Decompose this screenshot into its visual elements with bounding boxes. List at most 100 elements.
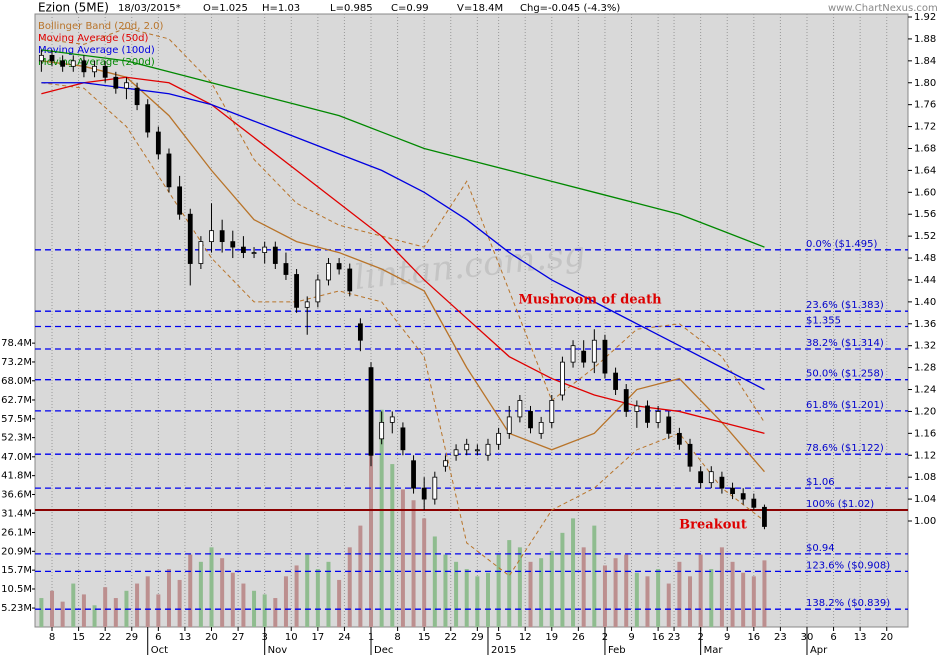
x-tick-label: 13 — [179, 632, 192, 643]
x-tick-label: 20 — [880, 632, 893, 643]
y-tick-label: 1.68 — [914, 143, 936, 154]
level-label: 23.6% ($1.383) — [806, 300, 884, 311]
candle-body — [645, 405, 650, 423]
candle-body — [485, 443, 491, 456]
y-tick-label: 1.92 — [914, 12, 936, 23]
volume-bar — [719, 547, 724, 627]
volume-bar — [262, 594, 267, 627]
volume-tick-label: 36.6M — [1, 489, 32, 500]
volume-bar — [315, 569, 320, 627]
ma-line — [41, 60, 765, 473]
volume-bar — [156, 594, 161, 627]
volume-bar — [60, 601, 65, 627]
y-tick-label: 1.64 — [914, 165, 936, 176]
candle-body — [219, 230, 225, 243]
level-label: 100% ($1.02) — [806, 499, 874, 510]
y-tick-label: 1.48 — [914, 253, 936, 264]
volume-bar — [624, 554, 629, 627]
y-tick-label: 1.00 — [914, 516, 936, 527]
candle-body — [698, 471, 704, 484]
candle-body — [70, 60, 76, 67]
volume-bar — [549, 550, 554, 627]
volume-bar — [390, 464, 395, 627]
plot-area — [34, 13, 909, 628]
month-label: Apr — [810, 645, 828, 656]
y-tick-label: 1.72 — [914, 122, 936, 133]
candle-body — [113, 76, 119, 89]
volume-bar — [305, 554, 310, 627]
y-tick-label: 1.20 — [914, 406, 936, 417]
volume-bar — [634, 572, 639, 627]
candle-body — [474, 449, 480, 452]
volume-bar — [422, 518, 427, 627]
x-tick-label: 23 — [668, 632, 681, 643]
header-field: H=1.03 — [262, 3, 300, 14]
volume-tick-label: 10.5M — [1, 584, 32, 595]
candle-body — [549, 400, 555, 423]
candle-body — [506, 416, 512, 434]
volume-bar — [220, 558, 225, 627]
candle-body — [751, 498, 757, 508]
level-label: 138.2% ($0.839) — [806, 598, 890, 609]
volume-bar — [656, 569, 661, 627]
y-tick-label: 1.36 — [914, 319, 936, 330]
volume-bar — [411, 500, 416, 627]
volume-bar — [688, 576, 693, 627]
candle-body — [38, 54, 44, 62]
x-tick-label: 24 — [338, 632, 351, 643]
header-field: L=0.985 — [330, 3, 373, 14]
month-label: Nov — [268, 645, 288, 656]
volume-bar — [379, 409, 384, 627]
level-label: 50.0% ($1.258) — [806, 369, 884, 380]
volume-bar — [135, 583, 140, 627]
volume-tick-label: 31.4M — [1, 508, 32, 519]
y-tick-label: 1.80 — [914, 78, 936, 89]
header-field: C=0.99 — [391, 3, 429, 14]
candle-body — [400, 427, 406, 451]
candle-body — [570, 345, 576, 363]
candle-body — [666, 416, 672, 434]
volume-bar — [71, 583, 76, 627]
y-tick-label: 1.28 — [914, 363, 936, 374]
candle-body — [655, 411, 661, 423]
x-tick-label: 5 — [495, 632, 501, 643]
volume-tick-label: 78.4M — [1, 338, 32, 349]
candle-body — [613, 372, 618, 390]
candle-body — [241, 246, 246, 253]
volume-tick-label: 20.9M — [1, 546, 32, 557]
x-tick-label: 8 — [394, 632, 400, 643]
header-field: Ezion (5ME) — [38, 1, 109, 15]
volume-tick-label: 57.5M — [1, 414, 32, 425]
y-tick-label: 1.04 — [914, 494, 936, 505]
level-label: 61.8% ($1.201) — [806, 400, 884, 411]
ma-line — [41, 82, 765, 391]
x-tick-label: 6 — [830, 632, 836, 643]
candle-body — [272, 246, 278, 264]
candle-body — [602, 339, 608, 374]
y-tick-label: 1.76 — [914, 100, 936, 111]
candle-body — [81, 60, 87, 73]
candle-body — [538, 421, 544, 434]
x-tick-label: 22 — [444, 632, 457, 643]
candle-body — [315, 279, 321, 303]
volume-bar — [188, 554, 193, 627]
volume-tick-label: 73.2M — [1, 357, 32, 368]
volume-bar — [369, 438, 374, 627]
candle-body — [294, 274, 299, 308]
volume-tick-label: 26.1M — [1, 527, 32, 538]
candle-body — [357, 323, 363, 341]
candle-body — [187, 213, 193, 264]
candle-body — [581, 350, 587, 363]
candle-body — [496, 432, 502, 445]
candle-body — [49, 54, 55, 62]
volume-bar — [103, 587, 108, 627]
candle-body — [368, 367, 374, 456]
candle-body — [389, 416, 395, 423]
candle-body — [230, 241, 236, 248]
candle-body — [145, 104, 151, 133]
bollinger-lower — [41, 82, 765, 577]
y-tick-label: 1.16 — [914, 428, 936, 439]
volume-bar — [613, 558, 618, 627]
volume-bar — [337, 579, 342, 627]
bollinger-upper — [41, 27, 765, 423]
